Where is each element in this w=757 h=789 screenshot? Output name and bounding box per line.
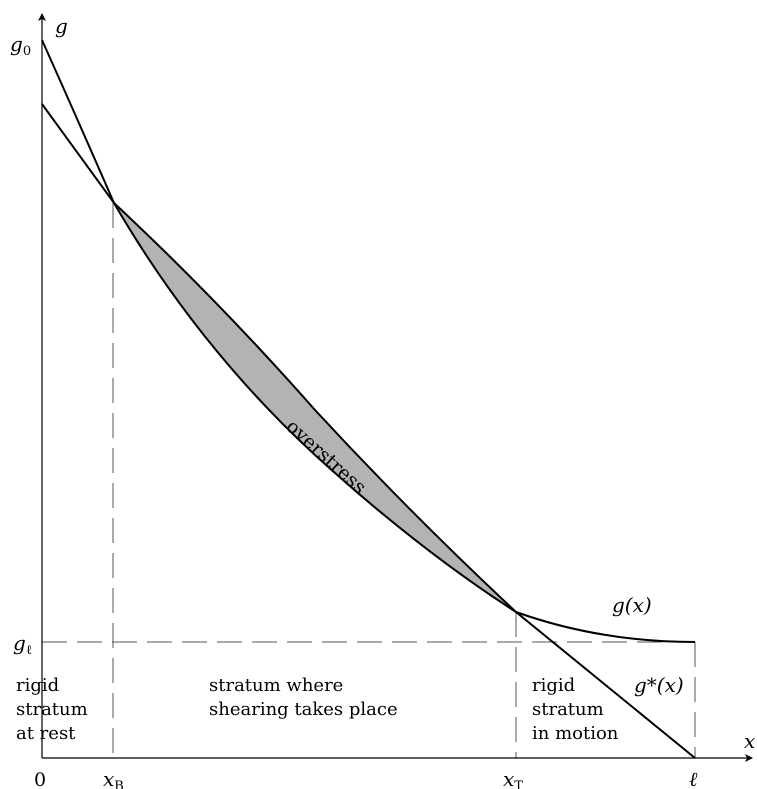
gstar-curve-label: g*(x) bbox=[634, 673, 684, 697]
xb-tick-label: xB bbox=[103, 767, 124, 789]
g-curve bbox=[41, 103, 696, 759]
gstar-curve bbox=[41, 39, 696, 643]
stratum-rest: rigid stratum at rest bbox=[16, 675, 88, 744]
gl-tick-label: gℓ bbox=[13, 631, 32, 658]
stratum-shear-line1: stratum where bbox=[209, 675, 343, 696]
x-axis-label: x bbox=[744, 729, 755, 753]
stratum-motion: rigid stratum in motion bbox=[532, 675, 619, 744]
stratum-rest-line1: rigid bbox=[16, 675, 59, 696]
xt-tick-label: xT bbox=[503, 767, 523, 789]
g-curve-label: g(x) bbox=[612, 593, 652, 617]
ell-tick-label: ℓ bbox=[689, 767, 698, 789]
stratum-motion-line3: in motion bbox=[532, 723, 619, 744]
stratum-motion-line2: stratum bbox=[532, 699, 604, 720]
y-axis-label: g bbox=[55, 14, 68, 38]
dashed-guides bbox=[42, 203, 696, 758]
g0-tick-label: g0 bbox=[10, 32, 31, 59]
stratum-shear-line2: shearing takes place bbox=[209, 699, 398, 720]
stratum-rest-line2: stratum bbox=[16, 699, 88, 720]
stratum-rest-line3: at rest bbox=[16, 723, 76, 744]
origin-label: 0 bbox=[34, 769, 46, 789]
overstress-region bbox=[114, 203, 516, 612]
stratum-motion-line1: rigid bbox=[532, 675, 575, 696]
stratum-shear: stratum where shearing takes place bbox=[209, 675, 398, 720]
